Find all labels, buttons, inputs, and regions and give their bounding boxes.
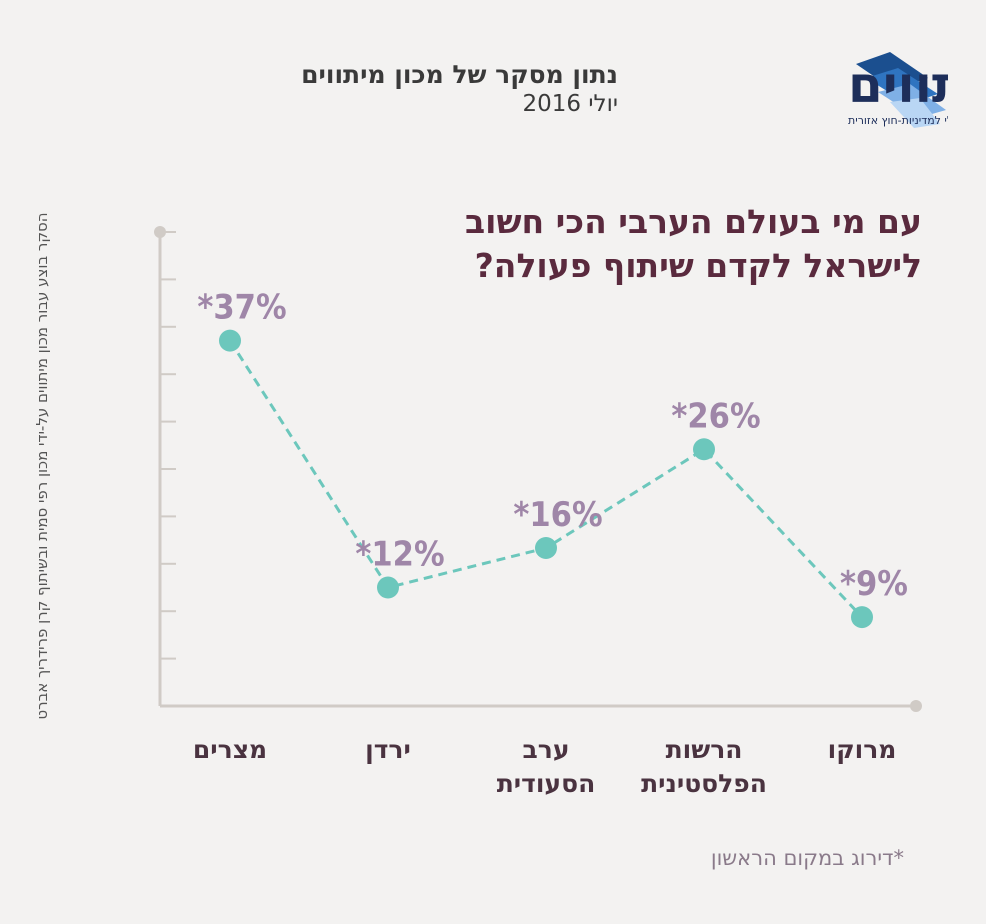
category-label: מרוקו (828, 735, 897, 764)
footnote: *דירוג במקום הראשון (710, 846, 904, 870)
value-label: *9% (840, 564, 908, 604)
logo-tagline: המכון הישראלי למדיניות-חוץ אזורית (848, 114, 948, 127)
data-point (377, 576, 399, 599)
data-point (851, 606, 873, 629)
value-label: *12% (355, 535, 444, 575)
chart-title: עם מי בעולם הערבי הכי חשוב לישראל לקדם ש… (465, 200, 922, 288)
value-label: *37% (197, 288, 286, 328)
chart-title-line-1: עם מי בעולם הערבי הכי חשוב (465, 202, 922, 241)
category-label: ערב הסעודית (497, 735, 596, 798)
series-line (228, 339, 864, 619)
x-axis-end-cap (910, 700, 922, 712)
survey-source-line: נתון מסקר של מכון מיתווים (301, 60, 618, 89)
category-label: הרשות הפלסטינית (641, 735, 767, 798)
logo-wing-icon (856, 52, 946, 128)
category-label: מצרים (193, 735, 267, 764)
value-label: *26% (671, 396, 760, 436)
chart-title-line-2: לישראל לקדם שיתוף פעולה? (474, 246, 922, 285)
value-label: *16% (513, 495, 602, 535)
data-point (219, 329, 241, 352)
category-label: ירדן (365, 735, 411, 764)
logo-wordmark: מיתווים (848, 56, 948, 114)
header: נתון מסקר של מכון מיתווים יולי 2016 מיתו… (280, 44, 948, 134)
mitvim-logo: מיתווים המכון הישראלי למדיניות-חוץ אזורי… (848, 52, 948, 128)
data-point (693, 438, 715, 461)
header-text: נתון מסקר של מכון מיתווים יולי 2016 (301, 60, 618, 118)
data-point (535, 537, 557, 559)
survey-date-line: יולי 2016 (522, 91, 618, 117)
